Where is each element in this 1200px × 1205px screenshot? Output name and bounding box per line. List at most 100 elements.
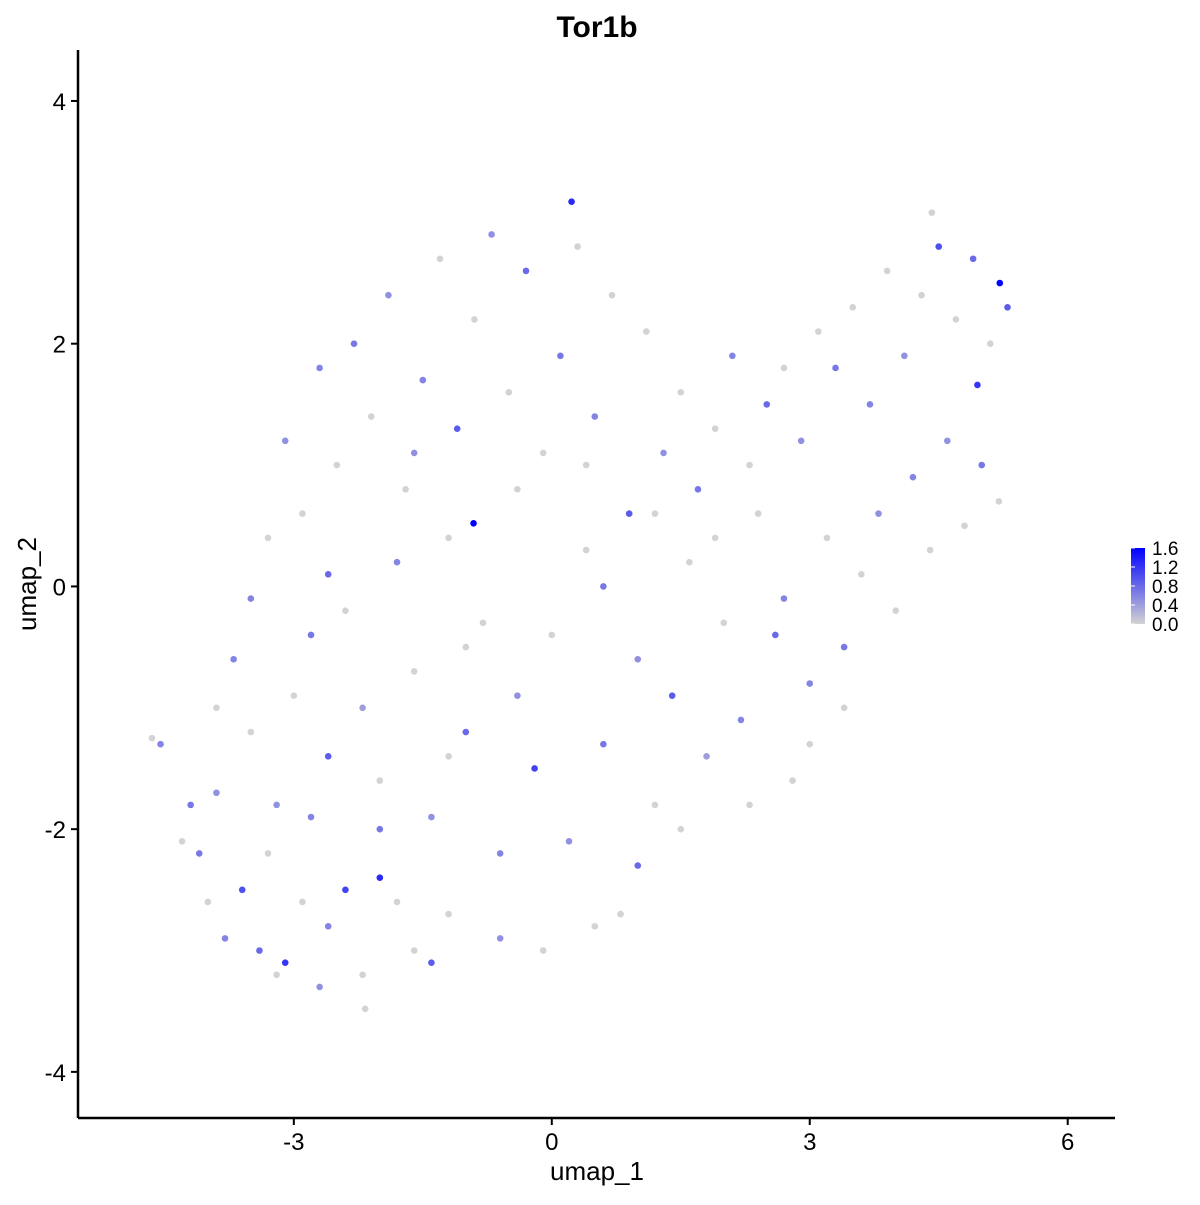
- cell-point: [367, 413, 375, 420]
- cell-point: [213, 704, 220, 712]
- cell-point: [453, 425, 461, 432]
- cell-point: [428, 959, 435, 966]
- cell-point: [307, 813, 315, 821]
- cell-point: [935, 243, 943, 250]
- cell-point: [591, 413, 599, 420]
- cell-point: [944, 437, 951, 445]
- cell-point: [428, 813, 435, 821]
- cell-point: [806, 680, 814, 687]
- cell-point: [763, 401, 771, 408]
- cell-point: [419, 376, 427, 384]
- cell-point: [832, 364, 839, 372]
- cell-point: [591, 922, 599, 930]
- cell-point: [514, 486, 521, 493]
- cell-point: [178, 837, 186, 845]
- cell-point: [436, 255, 444, 263]
- cell-point: [410, 449, 418, 457]
- colorbar-tick-label: 1.2: [1152, 558, 1178, 579]
- cell-point: [952, 316, 960, 323]
- cell-point: [928, 209, 936, 216]
- cell-point: [565, 837, 573, 845]
- cell-point: [187, 801, 194, 809]
- cell-point: [496, 850, 504, 857]
- cell-point: [677, 388, 685, 396]
- cell-point: [462, 728, 470, 736]
- cell-point: [883, 267, 891, 275]
- x-tick-label: 6: [1061, 1129, 1074, 1156]
- cell-point: [445, 910, 452, 918]
- cell-point: [316, 364, 323, 372]
- cell-point: [780, 364, 788, 372]
- cell-point: [668, 692, 676, 699]
- cell-point: [651, 801, 659, 809]
- cell-point: [582, 546, 590, 554]
- cell-point: [840, 643, 848, 651]
- cell-point: [643, 328, 650, 335]
- cell-point: [393, 558, 401, 566]
- cell-point: [247, 728, 255, 736]
- cell-point: [987, 340, 994, 348]
- cell-point: [359, 971, 366, 979]
- y-tick-label: 0: [53, 574, 66, 601]
- cell-point: [866, 401, 874, 408]
- cell-point: [780, 595, 788, 602]
- cell-point: [974, 381, 981, 389]
- cell-point: [806, 740, 814, 748]
- cell-point: [376, 825, 384, 833]
- cell-point: [746, 461, 753, 469]
- cell-point: [660, 449, 667, 457]
- cell-point: [582, 461, 590, 469]
- cell-point: [754, 510, 762, 517]
- cell-point: [471, 316, 478, 323]
- cell-point: [600, 583, 607, 590]
- cell-point: [342, 607, 349, 614]
- cell-point: [995, 498, 1003, 505]
- cell-point: [230, 655, 237, 663]
- cell-point: [961, 522, 968, 530]
- cell-point: [324, 753, 332, 760]
- x-tick-label: 0: [545, 1129, 558, 1156]
- y-tick-label: -2: [45, 817, 66, 844]
- cell-point: [694, 486, 702, 493]
- cell-point: [875, 510, 882, 517]
- cell-point: [148, 734, 156, 742]
- cell-point: [737, 716, 745, 724]
- cell-point: [273, 971, 280, 979]
- cell-point: [651, 510, 659, 517]
- cell-point: [996, 279, 1004, 287]
- cell-point: [568, 198, 575, 206]
- cell-point: [342, 886, 349, 894]
- cell-point: [892, 607, 900, 614]
- cell-point: [393, 898, 401, 906]
- cell-point: [204, 898, 212, 906]
- cell-point: [840, 704, 848, 712]
- cell-point: [385, 291, 392, 299]
- cell-point: [376, 874, 384, 881]
- cell-point: [299, 510, 306, 517]
- cell-point: [359, 704, 366, 712]
- x-axis-label: umap_1: [550, 1156, 644, 1186]
- cell-point: [711, 534, 719, 542]
- cell-point: [316, 983, 323, 991]
- cell-point: [402, 486, 409, 493]
- cell-point: [445, 753, 452, 760]
- cell-point: [634, 655, 642, 663]
- cell-point: [264, 850, 272, 857]
- cell-point: [634, 862, 642, 869]
- cell-point: [157, 740, 164, 748]
- cell-point: [746, 801, 753, 809]
- cell-point: [600, 740, 607, 748]
- cell-point: [264, 534, 272, 542]
- cell-point: [539, 947, 547, 954]
- cell-point: [299, 898, 306, 906]
- cell-point: [720, 619, 728, 627]
- cell-point: [539, 449, 547, 457]
- cell-point: [496, 935, 504, 942]
- cell-point: [281, 437, 289, 445]
- cell-point: [488, 231, 495, 238]
- cell-point: [978, 461, 986, 469]
- cell-point: [247, 595, 255, 602]
- cell-point: [470, 520, 477, 527]
